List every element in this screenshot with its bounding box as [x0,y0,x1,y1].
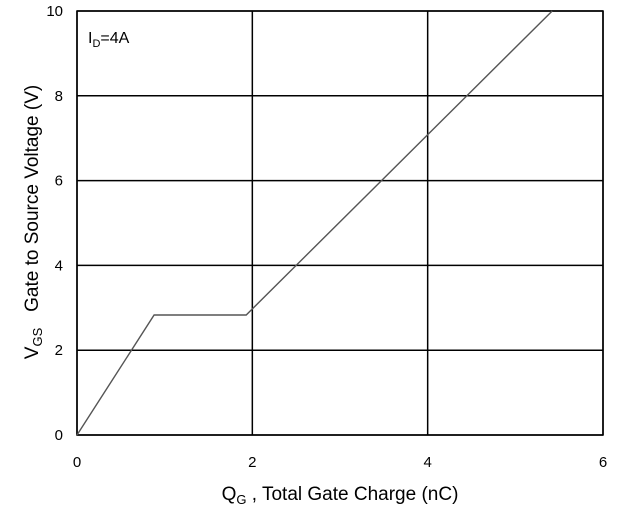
y-axis-label-sub: GS [30,327,45,346]
y-tick-labels: 0 2 4 6 8 10 [46,3,63,444]
annotation-main: I [88,30,92,47]
y-tick-label: 8 [55,88,63,105]
y-axis-label-rest: Gate to Source Voltage (V) [22,85,43,328]
x-tick-label: 4 [423,454,431,471]
x-axis-label-sub: G [236,492,246,507]
x-axis-label: QG , Total Gate Charge (nC) [222,484,459,507]
x-tick-label: 0 [73,454,81,471]
plot-frame [76,10,604,436]
y-tick-label: 6 [55,173,63,190]
x-axis-label-rest: , Total Gate Charge (nC) [246,484,458,505]
x-axis-label-main: Q [222,484,237,505]
y-tick-label: 4 [55,257,63,274]
annotation-drain-current: ID=4A [88,30,130,50]
annotation-sub: D [92,38,100,50]
y-axis-label-main: V [22,346,43,359]
y-tick-label: 0 [55,427,63,444]
x-tick-label: 2 [248,454,256,471]
grid [76,10,604,436]
series-group [76,10,553,436]
series-line-vgs [76,10,553,436]
y-axis-label: VGS Gate to Source Voltage (V) [22,85,45,359]
annotation-rest: =4A [100,30,129,47]
x-tick-labels: 0 2 4 6 [73,454,607,471]
y-tick-label: 2 [55,342,63,359]
x-tick-label: 6 [599,454,607,471]
y-tick-label: 10 [46,3,63,20]
